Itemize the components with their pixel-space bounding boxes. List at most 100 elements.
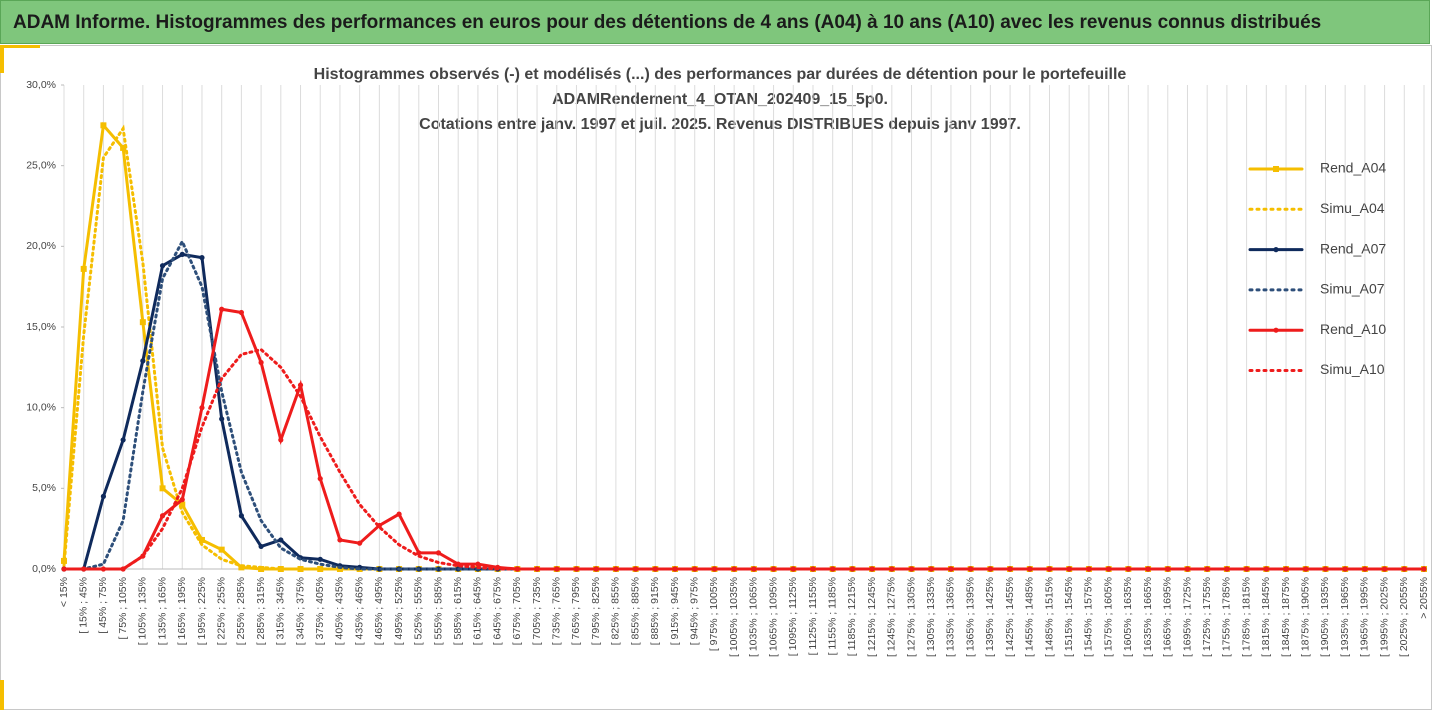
- x-tick-label: [ 15% ; 45%: [77, 577, 89, 634]
- series-line: [62, 347, 1426, 571]
- x-tick-label: [ 1275% ; 1305%: [905, 577, 917, 657]
- marker: [238, 564, 245, 571]
- legend-label: Rend_A07: [1320, 240, 1386, 256]
- x-tick-label: [ 1965% ; 1995%: [1359, 577, 1371, 657]
- marker: [258, 359, 264, 366]
- accent: [0, 680, 4, 710]
- legend-marker: [1273, 166, 1279, 172]
- x-tick-label: [ 345% ; 375%: [294, 577, 306, 645]
- x-tick-label: [ 405% ; 435%: [334, 577, 346, 645]
- chart-title: Histogrammes observés (-) et modélisés (…: [314, 66, 1127, 83]
- x-tick-label: [ 495% ; 525%: [393, 577, 405, 645]
- x-tick-label: [ 435% ; 465%: [353, 577, 365, 645]
- marker: [278, 437, 284, 443]
- x-tick-label: [ 375% ; 405%: [314, 577, 326, 645]
- marker: [238, 309, 244, 316]
- marker: [140, 358, 146, 364]
- x-tick-label: [ 615% ; 645%: [472, 577, 484, 645]
- y-tick-label: 10,0%: [26, 401, 56, 413]
- x-tick-label: [ 1455% ; 1485%: [1024, 577, 1036, 657]
- x-tick-label: > 2055%: [1418, 577, 1430, 619]
- marker: [258, 543, 264, 550]
- y-tick-label: 5,0%: [32, 482, 56, 494]
- x-tick-label: [ 1485% ; 1515%: [1043, 577, 1055, 657]
- x-tick-label: [ 315% ; 345%: [275, 577, 287, 645]
- x-tick-label: [ 45% ; 75%: [97, 577, 109, 634]
- x-tick-label: [ 1335% ; 1365%: [945, 577, 957, 657]
- x-tick-label: [ 1395% ; 1425%: [984, 577, 996, 657]
- chart: Histogrammes observés (-) et modélisés (…: [0, 45, 1432, 710]
- x-tick-label: [ 1785% ; 1815%: [1240, 577, 1252, 657]
- marker: [337, 537, 343, 543]
- marker: [139, 319, 146, 326]
- x-tick-label: [ 195% ; 225%: [196, 577, 208, 645]
- x-tick-label: [ 1035% ; 1065%: [748, 577, 760, 657]
- chart-title: Cotations entre janv. 1997 et juil. 2025…: [419, 116, 1021, 133]
- marker: [317, 476, 323, 482]
- marker: [475, 561, 481, 567]
- x-tick-label: [ 675% ; 705%: [511, 577, 523, 645]
- marker: [198, 536, 205, 543]
- marker: [179, 497, 185, 503]
- marker: [159, 485, 166, 492]
- marker: [179, 501, 186, 508]
- marker: [199, 405, 205, 411]
- legend-marker: [1273, 327, 1279, 333]
- x-tick-label: [ 1365% ; 1395%: [964, 577, 976, 657]
- marker: [435, 550, 442, 556]
- y-tick-label: 0,0%: [32, 563, 56, 575]
- x-tick-label: [ 915% ; 945%: [669, 577, 681, 645]
- x-tick-label: [ 1575% ; 1605%: [1102, 577, 1114, 657]
- x-tick-label: [ 1875% ; 1905%: [1300, 577, 1312, 657]
- x-tick-label: [ 1515% ; 1545%: [1063, 577, 1075, 657]
- marker: [100, 493, 107, 499]
- marker: [80, 265, 87, 272]
- x-tick-label: [ 105% ; 135%: [137, 577, 149, 645]
- x-tick-label: [ 1605% ; 1635%: [1122, 577, 1134, 657]
- x-tick-label: [ 555% ; 585%: [432, 577, 444, 645]
- x-tick-label: [ 1065% ; 1095%: [767, 577, 779, 657]
- x-tick-label: [ 225% ; 255%: [215, 577, 227, 645]
- marker: [1421, 566, 1427, 572]
- x-tick-label: [ 135% ; 165%: [156, 577, 168, 645]
- x-tick-label: [ 1995% ; 2025%: [1378, 577, 1390, 657]
- marker: [159, 513, 166, 519]
- x-tick-label: [ 1215% ; 1245%: [866, 577, 878, 657]
- x-tick-label: [ 825% ; 855%: [610, 577, 622, 645]
- x-tick-label: [ 1185% ; 1215%: [846, 577, 858, 656]
- x-tick-label: [ 75% ; 105%: [117, 577, 129, 639]
- marker: [120, 437, 126, 443]
- marker: [416, 550, 422, 556]
- x-tick-label: [ 165% ; 195%: [176, 577, 188, 645]
- marker: [218, 546, 225, 553]
- marker: [219, 306, 225, 312]
- marker: [179, 251, 185, 257]
- x-tick-label: [ 1125% ; 1155%: [807, 577, 819, 655]
- x-tick-label: [ 1665% ; 1695%: [1162, 577, 1174, 657]
- x-tick-label: < 15%: [58, 577, 70, 607]
- legend-label: Simu_A10: [1320, 361, 1385, 377]
- marker: [278, 537, 284, 543]
- marker: [100, 122, 107, 129]
- x-tick-label: [ 1245% ; 1275%: [886, 577, 898, 657]
- marker: [396, 511, 402, 517]
- accent: [0, 45, 4, 73]
- x-tick-label: [ 1935% ; 1965%: [1339, 577, 1351, 657]
- legend-label: Rend_A04: [1320, 160, 1386, 176]
- x-tick-label: [ 1845% ; 1875%: [1280, 577, 1292, 657]
- x-tick-label: [ 285% ; 315%: [255, 577, 267, 645]
- y-tick-label: 30,0%: [26, 79, 56, 91]
- x-tick-label: [ 255% ; 285%: [235, 577, 247, 645]
- header-bar: ADAM Informe. Histogrammes des performan…: [0, 0, 1430, 44]
- x-tick-label: [ 705% ; 735%: [531, 577, 543, 645]
- x-tick-label: [ 1635% ; 1665%: [1142, 577, 1154, 657]
- legend-label: Rend_A10: [1320, 321, 1386, 337]
- y-tick-label: 20,0%: [26, 240, 56, 252]
- y-tick-label: 15,0%: [26, 321, 56, 333]
- marker: [357, 540, 363, 546]
- x-tick-label: [ 885% ; 915%: [649, 577, 661, 645]
- marker: [199, 255, 205, 261]
- chart-title: ADAMRendement_4_OTAN_202409_15_5p0.: [552, 91, 888, 108]
- x-tick-label: [ 1695% ; 1725%: [1181, 577, 1193, 657]
